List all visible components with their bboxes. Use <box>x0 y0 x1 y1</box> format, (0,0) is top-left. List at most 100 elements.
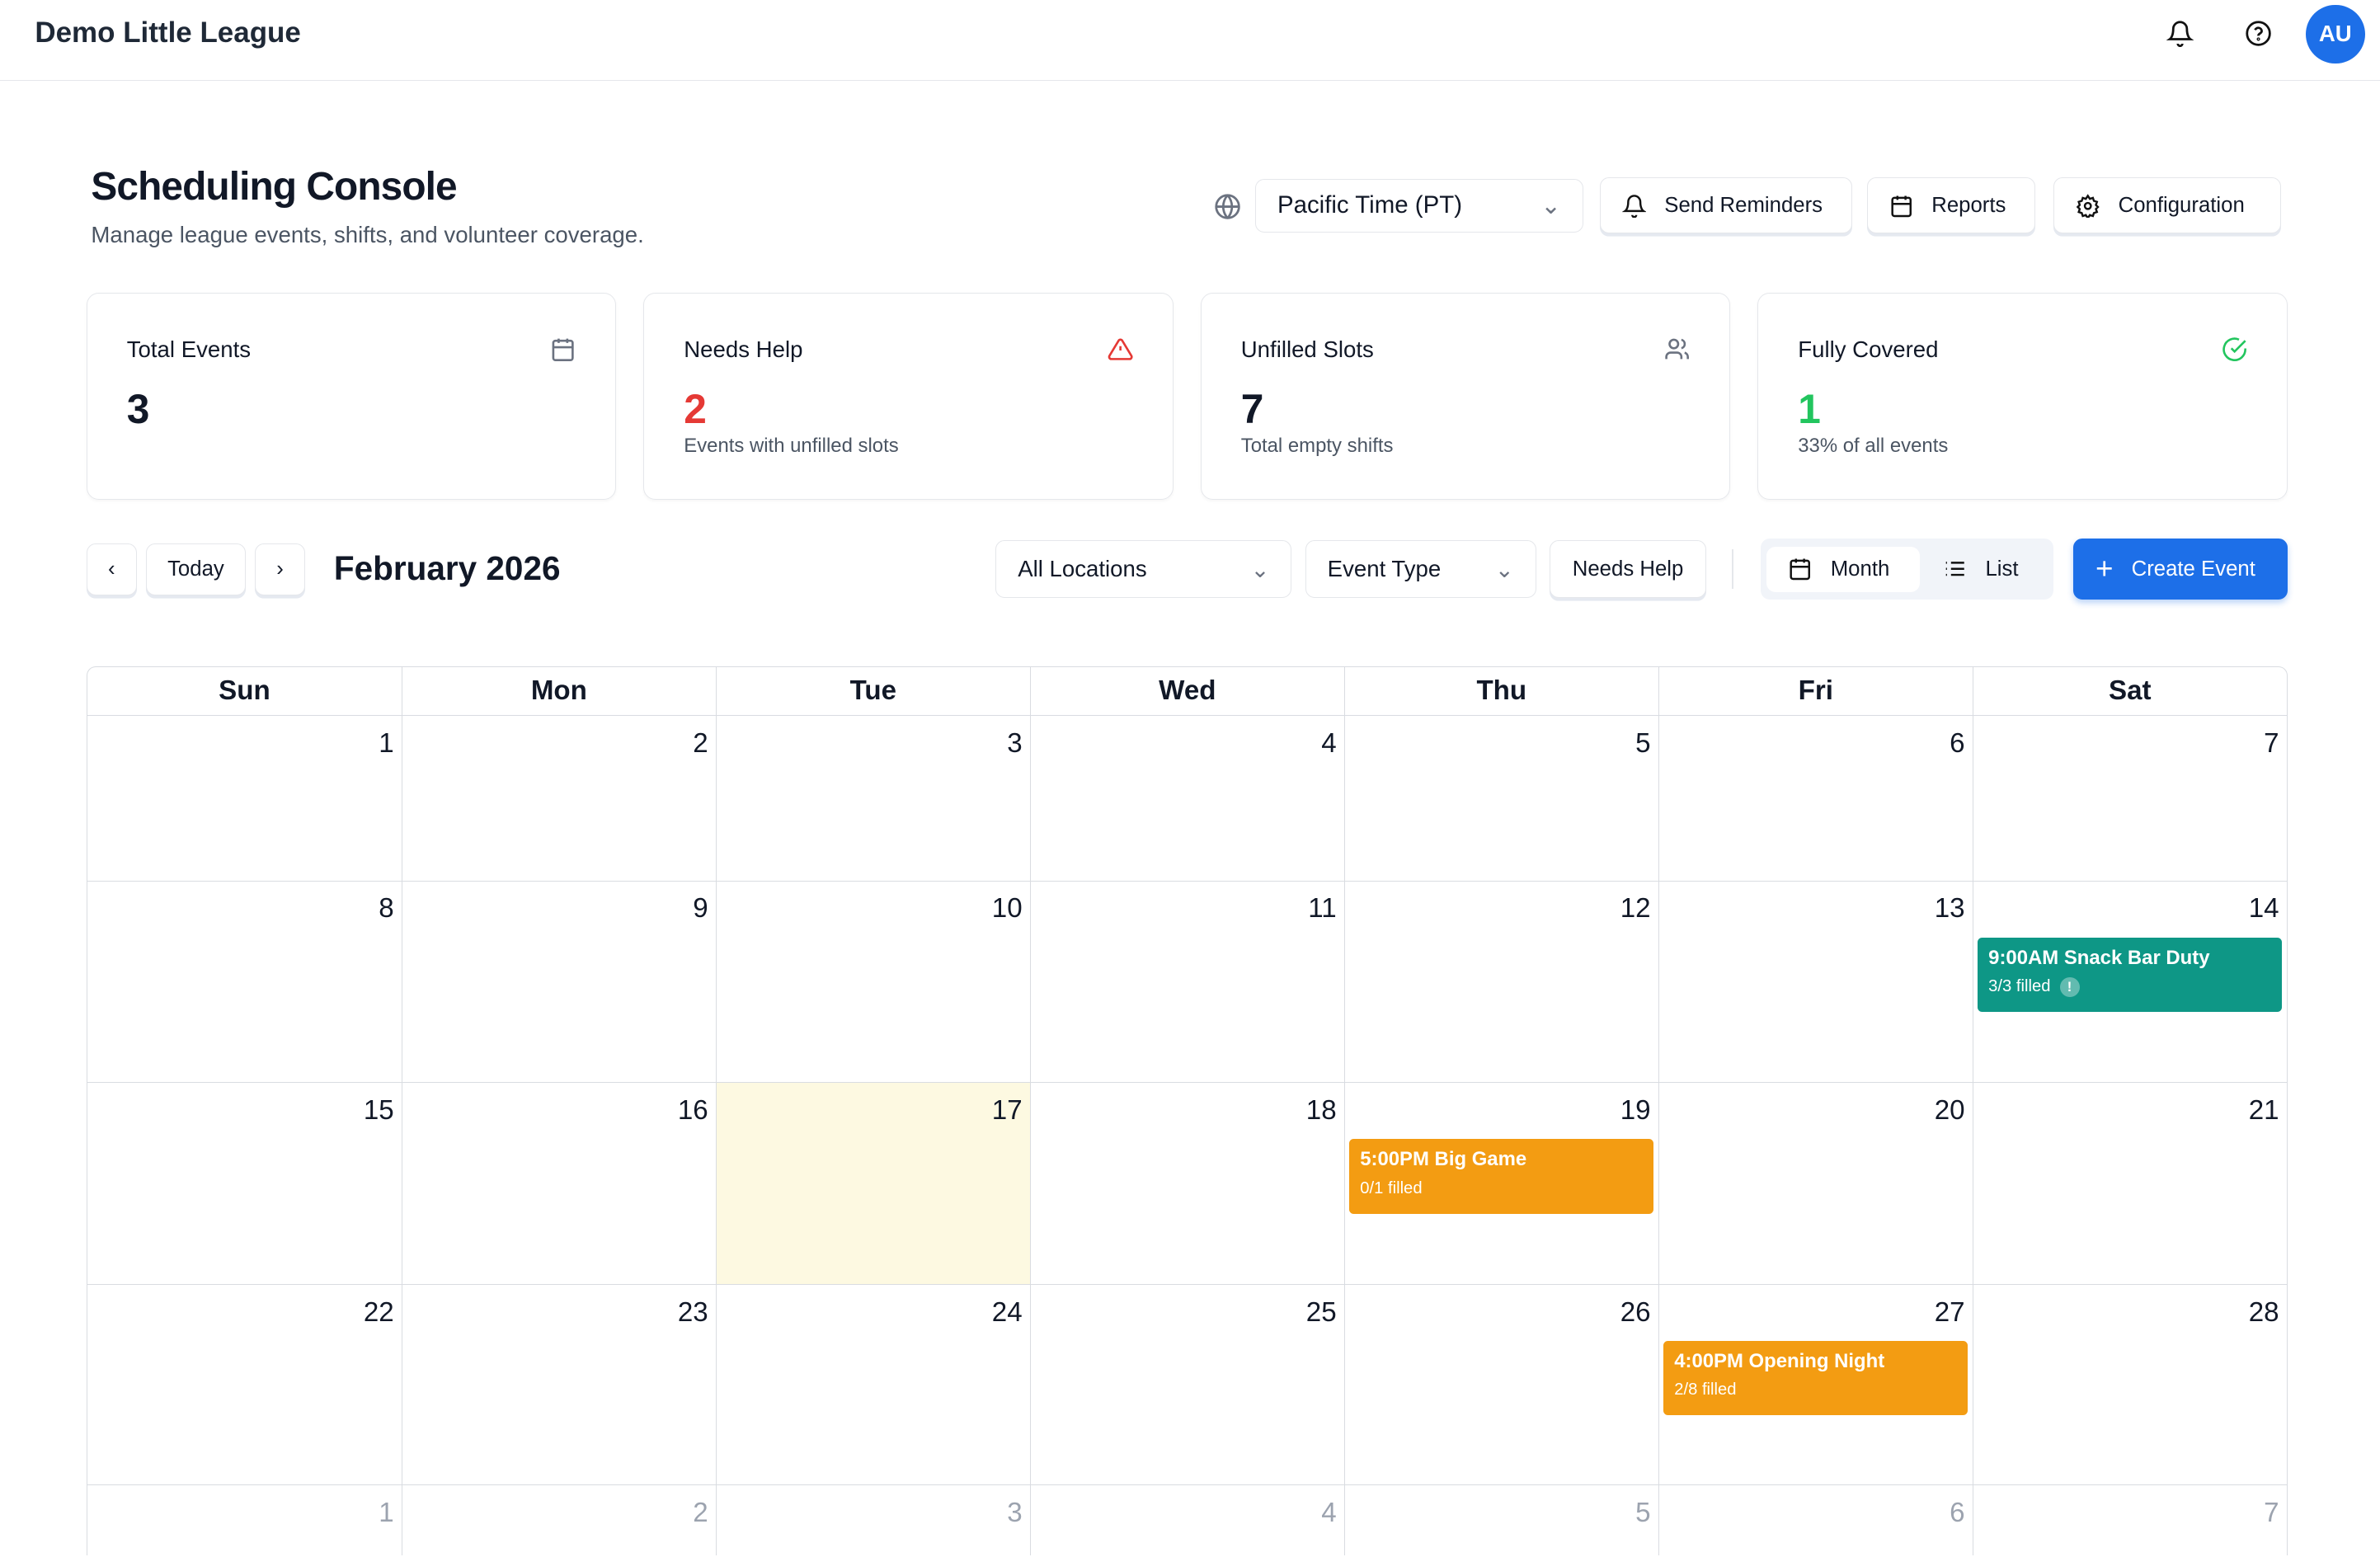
day-cell[interactable]: 17 <box>715 1083 1030 1285</box>
weekday-sat: Sat <box>1972 667 2287 716</box>
needs-help-filter-button[interactable]: Needs Help <box>1550 540 1706 599</box>
day-cell[interactable]: 4 <box>1029 1485 1344 1555</box>
day-number: 19 <box>1620 1095 1651 1127</box>
day-cell[interactable]: 3 <box>715 1485 1030 1555</box>
day-cell[interactable]: 24 <box>715 1285 1030 1485</box>
weekday-header: Sun Mon Tue Wed Thu Fri Sat <box>87 667 2287 716</box>
day-cell[interactable]: 2 <box>401 1485 716 1555</box>
day-cell[interactable]: 13 <box>1658 881 1973 1083</box>
day-cell[interactable]: 11 <box>1029 881 1344 1083</box>
stat-value: 3 <box>126 385 150 432</box>
day-cell[interactable]: 14 9:00AM Snack Bar Duty 3/3 filled! <box>1972 881 2287 1083</box>
configuration-button[interactable]: Configuration <box>2053 177 2282 234</box>
event-title: 9:00AM Snack Bar Duty <box>1988 946 2210 969</box>
day-cell[interactable]: 20 <box>1658 1083 1973 1285</box>
stat-label: Fully Covered <box>1798 336 1939 362</box>
stat-label: Unfilled Slots <box>1240 336 1374 362</box>
weekday-tue: Tue <box>715 667 1030 716</box>
chevron-down-icon: ⌄ <box>1250 556 1270 582</box>
day-number: 5 <box>1635 727 1651 759</box>
timezone-select[interactable]: Pacific Time (PT) ⌄ <box>1255 179 1583 233</box>
reports-button[interactable]: Reports <box>1866 177 2036 234</box>
day-cell[interactable]: 23 <box>401 1285 716 1485</box>
day-cell[interactable]: 26 <box>1343 1285 1658 1485</box>
day-cell[interactable]: 7 <box>1972 1485 2287 1555</box>
day-cell[interactable]: 6 <box>1658 715 1973 881</box>
day-number: 1 <box>379 727 394 759</box>
calendar-event[interactable]: 9:00AM Snack Bar Duty 3/3 filled! <box>1978 937 2283 1012</box>
calendar-week: 8 9 10 11 12 13 14 9:00AM Snack Bar Duty 3/3 fil… <box>87 881 2287 1084</box>
calendar-event[interactable]: 4:00PM Opening Night 2/8 filled <box>1663 1341 1968 1416</box>
stat-subtext: Total empty shifts <box>1240 435 1394 458</box>
next-month-button[interactable]: › <box>255 543 305 595</box>
locations-select[interactable]: All Locations ⌄ <box>995 540 1292 599</box>
bell-icon[interactable] <box>2166 20 2194 47</box>
day-number: 2 <box>693 727 708 759</box>
avatar[interactable]: AU <box>2305 4 2365 64</box>
day-number: 23 <box>677 1296 708 1328</box>
stat-subtext: Events with unfilled slots <box>684 435 899 458</box>
stat-label: Total Events <box>126 336 252 362</box>
day-cell[interactable]: 21 <box>1972 1083 2287 1285</box>
day-cell[interactable]: 1 <box>87 1485 402 1555</box>
day-cell[interactable]: 22 <box>87 1285 402 1484</box>
day-cell[interactable]: 15 <box>87 1083 402 1284</box>
day-cell[interactable]: 10 <box>715 881 1030 1083</box>
app-title: Demo Little League <box>35 16 301 49</box>
stat-value: 1 <box>1798 385 1821 432</box>
weekday-fri: Fri <box>1658 667 1973 716</box>
event-type-select[interactable]: Event Type ⌄ <box>1305 540 1536 599</box>
divider <box>1732 549 1733 590</box>
weekday-thu: Thu <box>1343 667 1658 716</box>
day-cell[interactable]: 9 <box>401 881 716 1083</box>
calendar-event[interactable]: 5:00PM Big Game 0/1 filled <box>1349 1139 1654 1214</box>
day-cell[interactable]: 16 <box>401 1083 716 1285</box>
day-cell[interactable]: 27 4:00PM Opening Night 2/8 filled <box>1658 1285 1973 1485</box>
stat-card: Needs Help 2 Events with unfilled slots <box>643 293 1174 500</box>
create-event-button[interactable]: + Create Event <box>2073 539 2288 600</box>
day-cell[interactable]: 2 <box>401 715 716 881</box>
send-reminders-button[interactable]: Send Reminders <box>1599 177 1852 234</box>
day-cell[interactable]: 18 <box>1029 1083 1344 1285</box>
day-cell[interactable]: 1 <box>87 716 402 881</box>
help-icon[interactable] <box>2245 20 2272 47</box>
day-cell[interactable]: 3 <box>715 715 1030 881</box>
prev-month-button[interactable]: ‹ <box>86 543 137 595</box>
day-cell[interactable]: 25 <box>1029 1285 1344 1485</box>
stat-card: Unfilled Slots 7 Total empty shifts <box>1200 293 1731 500</box>
list-view-label: List <box>1985 557 2019 581</box>
today-button[interactable]: Today <box>145 543 247 595</box>
stat-label: Needs Help <box>684 336 803 362</box>
plus-icon: + <box>2095 552 2114 586</box>
locations-value: All Locations <box>1018 556 1147 582</box>
chevron-right-icon: › <box>276 557 284 581</box>
event-title: 4:00PM Opening Night <box>1674 1350 1885 1373</box>
calendar-grid: Sun Mon Tue Wed Thu Fri Sat 1 2 3 4 5 6 7 8 9 10 11 12 13 1… <box>86 666 2288 1555</box>
list-view-button[interactable]: List <box>1921 547 2049 592</box>
day-cell[interactable]: 12 <box>1343 881 1658 1083</box>
stat-card: Fully Covered 1 33% of all events <box>1757 293 2288 500</box>
stat-value: 2 <box>684 385 707 432</box>
day-number: 14 <box>2248 893 2279 924</box>
event-filled: 2/8 filled <box>1674 1381 1737 1399</box>
day-number: 10 <box>991 893 1023 924</box>
month-view-button[interactable]: Month <box>1766 546 1921 592</box>
day-number: 18 <box>1305 1095 1337 1127</box>
day-cell[interactable]: 6 <box>1658 1485 1973 1555</box>
day-cell[interactable]: 4 <box>1029 715 1344 881</box>
day-number: 8 <box>379 893 394 924</box>
day-cell[interactable]: 19 5:00PM Big Game 0/1 filled <box>1343 1083 1658 1285</box>
day-number: 16 <box>677 1095 708 1127</box>
day-cell[interactable]: 7 <box>1972 715 2287 881</box>
day-number: 7 <box>2264 1497 2279 1528</box>
bell-icon <box>1621 194 1647 219</box>
day-number: 6 <box>1950 1497 1965 1528</box>
alert-triangle-icon <box>1108 336 1133 369</box>
chevron-down-icon: ⌄ <box>1540 191 1561 219</box>
day-cell[interactable]: 8 <box>87 882 402 1083</box>
weekday-sun: Sun <box>219 675 270 707</box>
day-number: 3 <box>1007 727 1023 759</box>
day-cell[interactable]: 28 <box>1972 1285 2287 1485</box>
day-cell[interactable]: 5 <box>1343 1485 1658 1555</box>
day-cell[interactable]: 5 <box>1343 715 1658 881</box>
